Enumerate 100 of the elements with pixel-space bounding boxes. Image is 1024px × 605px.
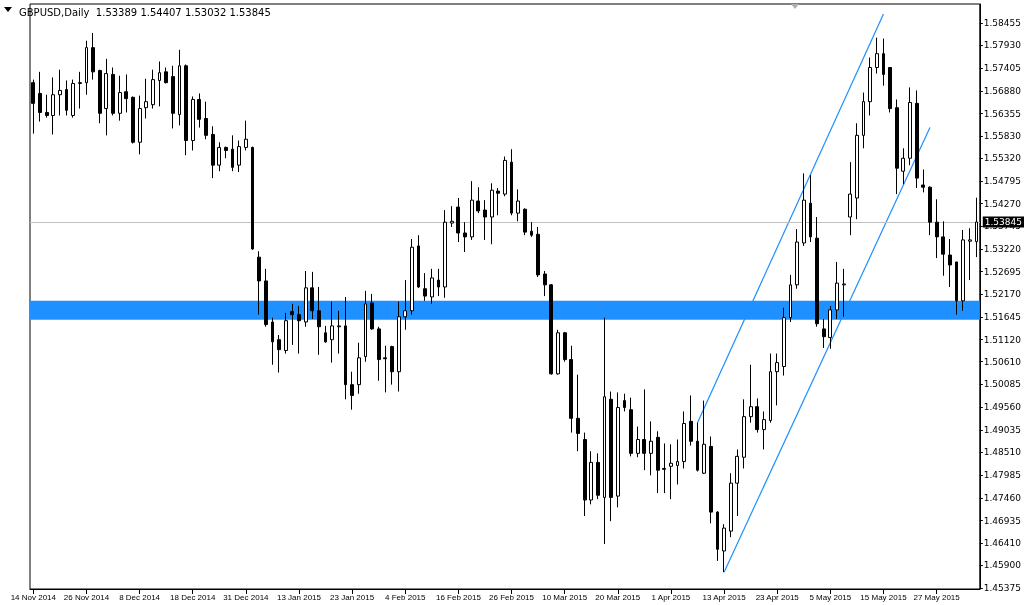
- candlestick: [191, 95, 195, 151]
- x-tick-label: 13 Jan 2015: [276, 592, 322, 602]
- candlestick: [490, 182, 494, 245]
- candlestick: [769, 353, 772, 424]
- x-tick-label: 23 Jan 2015: [330, 592, 375, 602]
- candlestick: [968, 227, 972, 281]
- candlestick: [124, 73, 128, 113]
- candlestick: [350, 371, 354, 411]
- candlestick: [815, 216, 819, 328]
- candlestick: [164, 67, 168, 84]
- candlestick: [576, 374, 580, 452]
- candlestick: [549, 283, 553, 376]
- candlestick: [71, 79, 75, 119]
- candlestick: [543, 270, 547, 297]
- y-tick-label: 1.57405: [983, 63, 1021, 74]
- x-tick-label: 4 Feb 2015: [385, 592, 427, 602]
- candlestick: [862, 92, 865, 149]
- candlestick: [689, 394, 693, 447]
- candlestick: [722, 523, 726, 573]
- candlestick: [636, 426, 640, 458]
- y-tick-label: 1.48510: [983, 447, 1022, 458]
- candlestick: [742, 398, 746, 469]
- candlestick: [264, 268, 268, 328]
- candlestick: [530, 221, 533, 238]
- y-tick-label: 1.51120: [983, 334, 1022, 345]
- candlestick: [310, 271, 314, 320]
- candlestick: [563, 331, 567, 363]
- x-tick-label: 18 Dec 2014: [170, 592, 216, 602]
- candlestick: [855, 122, 859, 220]
- candlestick: [649, 420, 653, 476]
- candlestick: [629, 397, 633, 457]
- candlestick: [536, 226, 540, 278]
- candlestick: [828, 305, 832, 350]
- candlestick: [516, 188, 520, 222]
- candlestick: [397, 301, 401, 393]
- candlestick: [735, 448, 739, 517]
- candlestick: [211, 125, 215, 179]
- y-tick-label: 1.55830: [983, 131, 1022, 142]
- y-tick-label: 1.56355: [983, 108, 1021, 119]
- candlestick: [656, 430, 660, 494]
- candlestick: [696, 422, 699, 472]
- candlestick: [782, 307, 786, 377]
- candlestick: [835, 261, 839, 320]
- candlestick: [224, 146, 228, 159]
- candlestick: [802, 172, 806, 247]
- candlestick: [463, 221, 467, 253]
- candlestick: [928, 185, 932, 236]
- candlestick: [822, 318, 826, 349]
- candlestick: [729, 472, 733, 538]
- candlestick: [470, 180, 474, 241]
- x-tick-label: 8 Dec 2014: [119, 592, 161, 602]
- candlestick: [935, 198, 939, 259]
- x-tick-label: 16 Feb 2015: [435, 592, 482, 602]
- candlestick: [888, 67, 892, 113]
- candlestick: [496, 187, 500, 216]
- y-tick-label: 1.47460: [983, 492, 1022, 503]
- candlestick: [91, 32, 95, 81]
- candlestick: [403, 279, 407, 331]
- candlestick: [277, 334, 281, 374]
- candlestick: [556, 329, 560, 376]
- x-tick-label: 10 Mar 2015: [542, 592, 588, 602]
- candlestick: [921, 168, 925, 193]
- y-tick-label: 1.45900: [983, 560, 1022, 571]
- candlestick: [104, 58, 108, 136]
- candlestick: [795, 228, 799, 290]
- candlestick: [330, 301, 334, 364]
- candlestick: [85, 40, 88, 96]
- candlestick: [895, 98, 899, 195]
- candlestick: [271, 317, 274, 366]
- candlestick: [443, 209, 447, 299]
- candlestick: [364, 290, 367, 363]
- candlestick: [901, 147, 905, 185]
- candlestick: [111, 67, 115, 116]
- x-tick-label: 31 Dec 2014: [223, 592, 270, 602]
- candlestick: [251, 146, 254, 251]
- x-tick-label: 1 Apr 2015: [651, 592, 691, 602]
- candlestick: [383, 345, 387, 393]
- candlestick: [284, 312, 288, 355]
- candlestick: [955, 261, 958, 316]
- x-tick-label: 26 Feb 2015: [489, 592, 535, 602]
- candlestick: [244, 120, 248, 151]
- candlestick: [476, 186, 480, 214]
- candlestick: [65, 79, 68, 116]
- candlestick: [337, 310, 341, 355]
- x-tick-label: 27 May 2015: [913, 592, 961, 602]
- candlestick: [151, 69, 155, 110]
- candlestick: [377, 326, 381, 382]
- candlestick: [144, 78, 148, 119]
- candlestick: [961, 229, 965, 312]
- candlestick: [589, 450, 593, 505]
- candlestick: [948, 238, 952, 288]
- candlestick: [868, 57, 872, 116]
- candlestick: [38, 71, 42, 123]
- candlestick: [749, 364, 753, 424]
- candlestick: [257, 250, 261, 316]
- x-tick-label: 23 Apr 2015: [755, 592, 800, 602]
- candlestick: [616, 391, 620, 508]
- candlestick: [450, 205, 454, 228]
- candlestick: [78, 71, 82, 110]
- candlestick: [197, 92, 201, 129]
